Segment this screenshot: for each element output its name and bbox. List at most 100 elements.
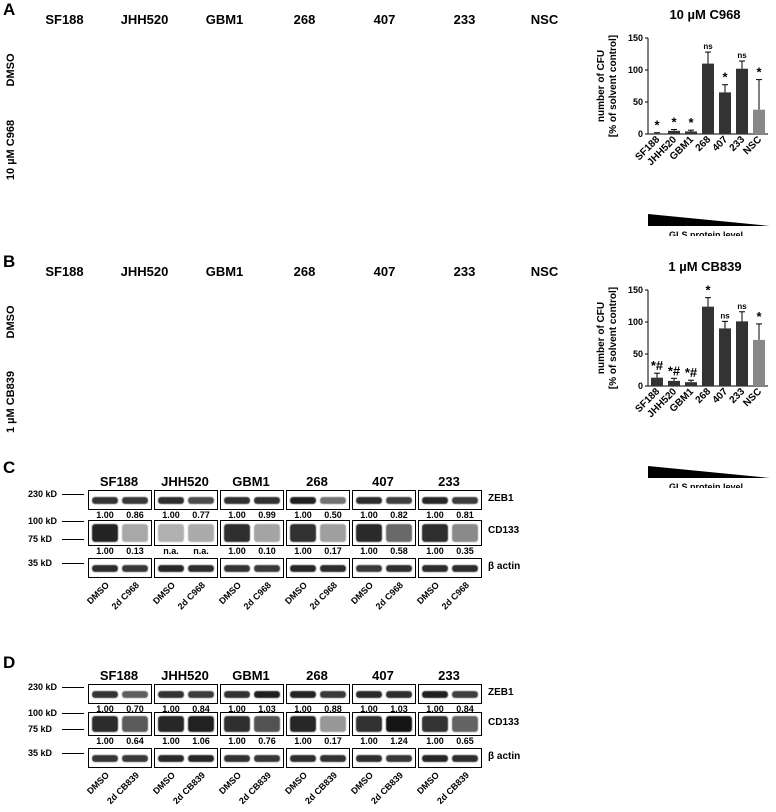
cell-line-label: 407 — [373, 264, 396, 279]
protein-band — [422, 496, 448, 504]
densitometry-value: 1.00 — [228, 510, 246, 520]
gradient-label: GLS protein level — [669, 230, 743, 236]
gls-gradient-triangle — [648, 466, 770, 478]
panel-label-b: B — [3, 252, 16, 271]
treatment-row-label: DMSO — [5, 305, 17, 339]
protein-band — [356, 754, 382, 762]
blot-strip — [352, 558, 416, 578]
significance-mark: *# — [651, 358, 664, 373]
protein-band — [452, 690, 478, 698]
protein-band — [386, 690, 412, 698]
cell-line-label: 268 — [293, 12, 316, 27]
blot-strip — [418, 748, 482, 768]
densitometry-value: 0.17 — [324, 736, 342, 746]
protein-band — [386, 496, 412, 504]
densitometry-value: 1.00 — [162, 736, 180, 746]
densitometry-value: 1.00 — [96, 704, 114, 714]
protein-band — [356, 690, 382, 698]
significance-mark: ns — [737, 302, 747, 311]
bar — [651, 133, 663, 134]
protein-label: β actin — [488, 561, 521, 572]
cell-line-label: NSC — [530, 12, 559, 27]
treatment-row-label: 10 µM C968 — [5, 119, 17, 181]
protein-band — [386, 564, 412, 572]
protein-band — [158, 754, 184, 762]
blot-strip — [220, 684, 284, 704]
densitometry-value: 0.64 — [126, 736, 144, 746]
category-label: 407 — [711, 134, 731, 154]
protein-label: β actin — [488, 751, 521, 762]
densitometry-value: 1.00 — [294, 736, 312, 746]
panel-label-a: A — [3, 0, 16, 19]
panel-label-d: D — [3, 653, 16, 672]
y-tick-label: 0 — [638, 129, 643, 139]
protein-band — [188, 524, 214, 542]
western-blot-c: 230 kD 100 kD 75 kD 35 kD SF188 JHH520 GBM1 268… — [0, 474, 580, 628]
protein-band — [422, 524, 448, 542]
kd-marker-label: 35 kD — [28, 558, 53, 568]
protein-band — [254, 754, 280, 762]
cell-line-label: 233 — [438, 668, 460, 683]
cell-line-label: 407 — [373, 12, 396, 27]
cell-line-label: SF188 — [99, 474, 139, 489]
densitometry-value: 1.00 — [96, 736, 114, 746]
densitometry-value: 0.70 — [126, 704, 144, 714]
densitometry-value: n.a. — [193, 546, 209, 556]
bar-chart-b: number of CFU[% of solvent control] 0 50 10… — [596, 283, 770, 488]
protein-band — [254, 496, 280, 504]
bar — [719, 328, 731, 386]
protein-band — [290, 754, 316, 762]
blot-strip — [88, 748, 152, 768]
densitometry-value: 1.00 — [228, 546, 246, 556]
blot-strip — [220, 712, 284, 736]
blot-strip — [88, 712, 152, 736]
protein-label: CD133 — [488, 525, 520, 536]
bar — [668, 380, 680, 386]
protein-band — [92, 564, 118, 572]
densitometry-value: 1.00 — [294, 510, 312, 520]
cell-line-label: GBM1 — [205, 264, 244, 279]
protein-band — [320, 496, 346, 504]
blot-strip — [220, 520, 284, 546]
protein-band — [158, 564, 184, 572]
y-tick-label: 100 — [628, 65, 643, 75]
blot-strip — [88, 558, 152, 578]
densitometry-value: 1.00 — [360, 546, 378, 556]
kd-marker-tick — [62, 539, 84, 540]
blot-strip — [154, 520, 218, 546]
y-tick-label: 50 — [633, 97, 643, 107]
protein-band — [224, 564, 250, 572]
blot-strip — [220, 558, 284, 578]
densitometry-value: 1.00 — [96, 510, 114, 520]
densitometry-value: 1.00 — [228, 736, 246, 746]
densitometry-value: 0.35 — [456, 546, 474, 556]
protein-label: ZEB1 — [488, 687, 514, 698]
protein-band — [452, 524, 478, 542]
category-label: 268 — [694, 134, 714, 154]
protein-band — [158, 690, 184, 698]
significance-mark: ns — [720, 311, 730, 320]
kd-marker-label: 230 kD — [28, 489, 58, 499]
blot-strip — [418, 520, 482, 546]
blot-strip — [154, 712, 218, 736]
y-axis-label: number of CFU[% of solvent control] — [596, 35, 619, 137]
blot-strip — [352, 684, 416, 704]
protein-band — [224, 524, 250, 542]
blot-strip — [286, 520, 350, 546]
densitometry-value: 0.76 — [258, 736, 276, 746]
protein-band — [92, 524, 118, 542]
y-tick-label: 150 — [628, 33, 643, 43]
cell-line-label: 407 — [372, 474, 394, 489]
treatment-row-label: 1 µM CB839 — [5, 371, 17, 433]
blot-strip — [418, 490, 482, 510]
y-axis-label: number of CFU[% of solvent control] — [596, 287, 619, 389]
category-label: NSC — [741, 134, 764, 157]
protein-band — [290, 716, 316, 732]
protein-band — [386, 716, 412, 732]
densitometry-value: 0.88 — [324, 704, 342, 714]
blot-strip — [286, 558, 350, 578]
protein-band — [224, 716, 250, 732]
kd-marker-tick — [62, 713, 84, 714]
colony-dish-grid-b: SF188 JHH520 GBM1 268 407 233 NSC DMSO 1 µM CB83… — [5, 264, 578, 439]
densitometry-value: 1.00 — [426, 704, 444, 714]
